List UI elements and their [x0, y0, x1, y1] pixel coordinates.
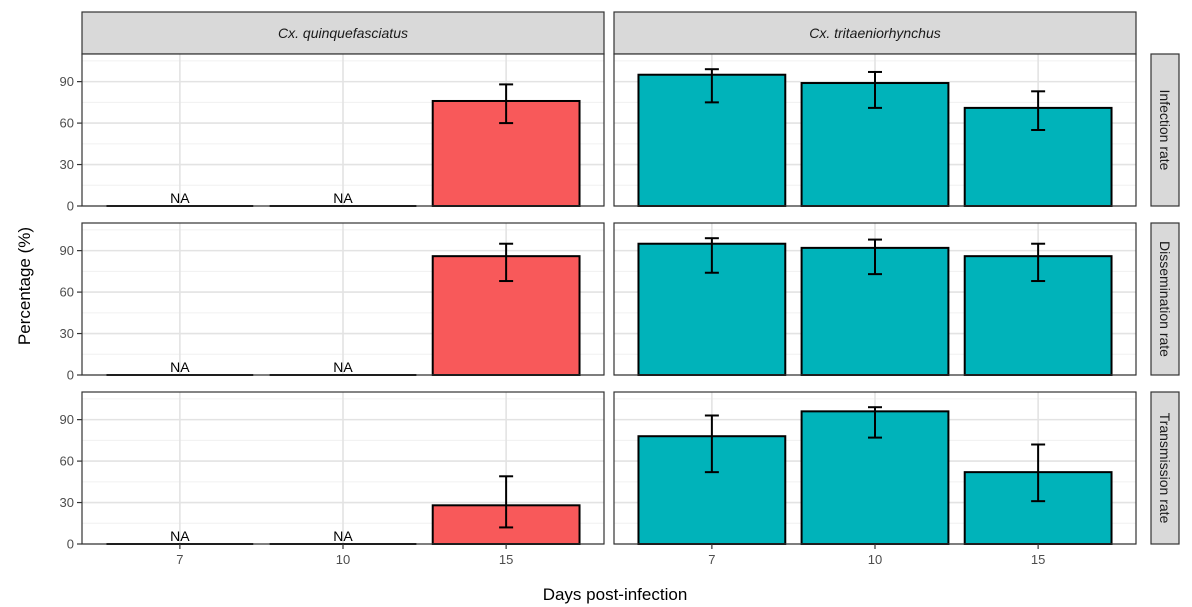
na-label: NA [333, 359, 353, 375]
x-tick-label: 7 [176, 552, 183, 567]
x-tick-label: 7 [708, 552, 715, 567]
panel-dissemination-rate-cx-tritaeniorhynchus [613, 222, 1137, 376]
row-strip-dissemination-rate [1150, 222, 1180, 376]
y-tick-label: 60 [60, 454, 74, 469]
y-tick-label: 60 [60, 116, 74, 131]
na-label: NA [333, 528, 353, 544]
x-tick-label: 15 [1031, 552, 1045, 567]
y-tick-label: 0 [67, 199, 74, 214]
y-tick-label: 0 [67, 537, 74, 552]
na-label: NA [170, 190, 190, 206]
y-tick-label: 90 [60, 74, 74, 89]
column-strip-cx-quinquefasciatus [81, 11, 605, 55]
panel-border [81, 53, 605, 207]
panel-transmission-rate-cx-tritaeniorhynchus: 7 10 15 [613, 391, 1137, 567]
row-strip-label: Transmission rate [1157, 413, 1173, 524]
panels-layer: Cx. quinquefasciatus Cx. tritaeniorhynchu… [60, 11, 1180, 567]
panel-infection-rate-cx-tritaeniorhynchus [613, 53, 1137, 207]
y-tick-label: 0 [67, 368, 74, 383]
x-tick-label: 10 [336, 552, 350, 567]
column-strip-label: Cx. tritaeniorhynchus [809, 25, 941, 41]
column-strip-cx-tritaeniorhynchus [613, 11, 1137, 55]
row-strip-label: Dissemination rate [1157, 241, 1173, 357]
y-tick-label: 90 [60, 243, 74, 258]
x-axis-title: Days post-infection [543, 585, 688, 604]
column-strip-label: Cx. quinquefasciatus [278, 25, 408, 41]
na-label: NA [333, 190, 353, 206]
y-tick-label: 30 [60, 326, 74, 341]
y-tick-label: 30 [60, 495, 74, 510]
row-strip-infection-rate [1150, 53, 1180, 207]
x-tick-label: 15 [499, 552, 513, 567]
panel-dissemination-rate-cx-quinquefasciatus: NA NA 0 30 60 90 [60, 222, 605, 383]
panel-transmission-rate-cx-quinquefasciatus: NA NA 0 30 60 90 7 10 15 [60, 391, 605, 567]
panel-infection-rate-cx-quinquefasciatus: NA NA 0 30 60 90 [60, 53, 605, 214]
x-tick-label: 10 [868, 552, 882, 567]
row-strip-label: Infection rate [1157, 90, 1173, 171]
y-tick-label: 60 [60, 285, 74, 300]
panel-border [613, 222, 1137, 376]
row-strip-transmission-rate [1150, 391, 1180, 545]
panel-border [81, 222, 605, 376]
y-tick-label: 30 [60, 157, 74, 172]
y-tick-label: 90 [60, 412, 74, 427]
panel-border [613, 53, 1137, 207]
y-axis-title: Percentage (%) [15, 227, 34, 345]
na-label: NA [170, 359, 190, 375]
na-label: NA [170, 528, 190, 544]
